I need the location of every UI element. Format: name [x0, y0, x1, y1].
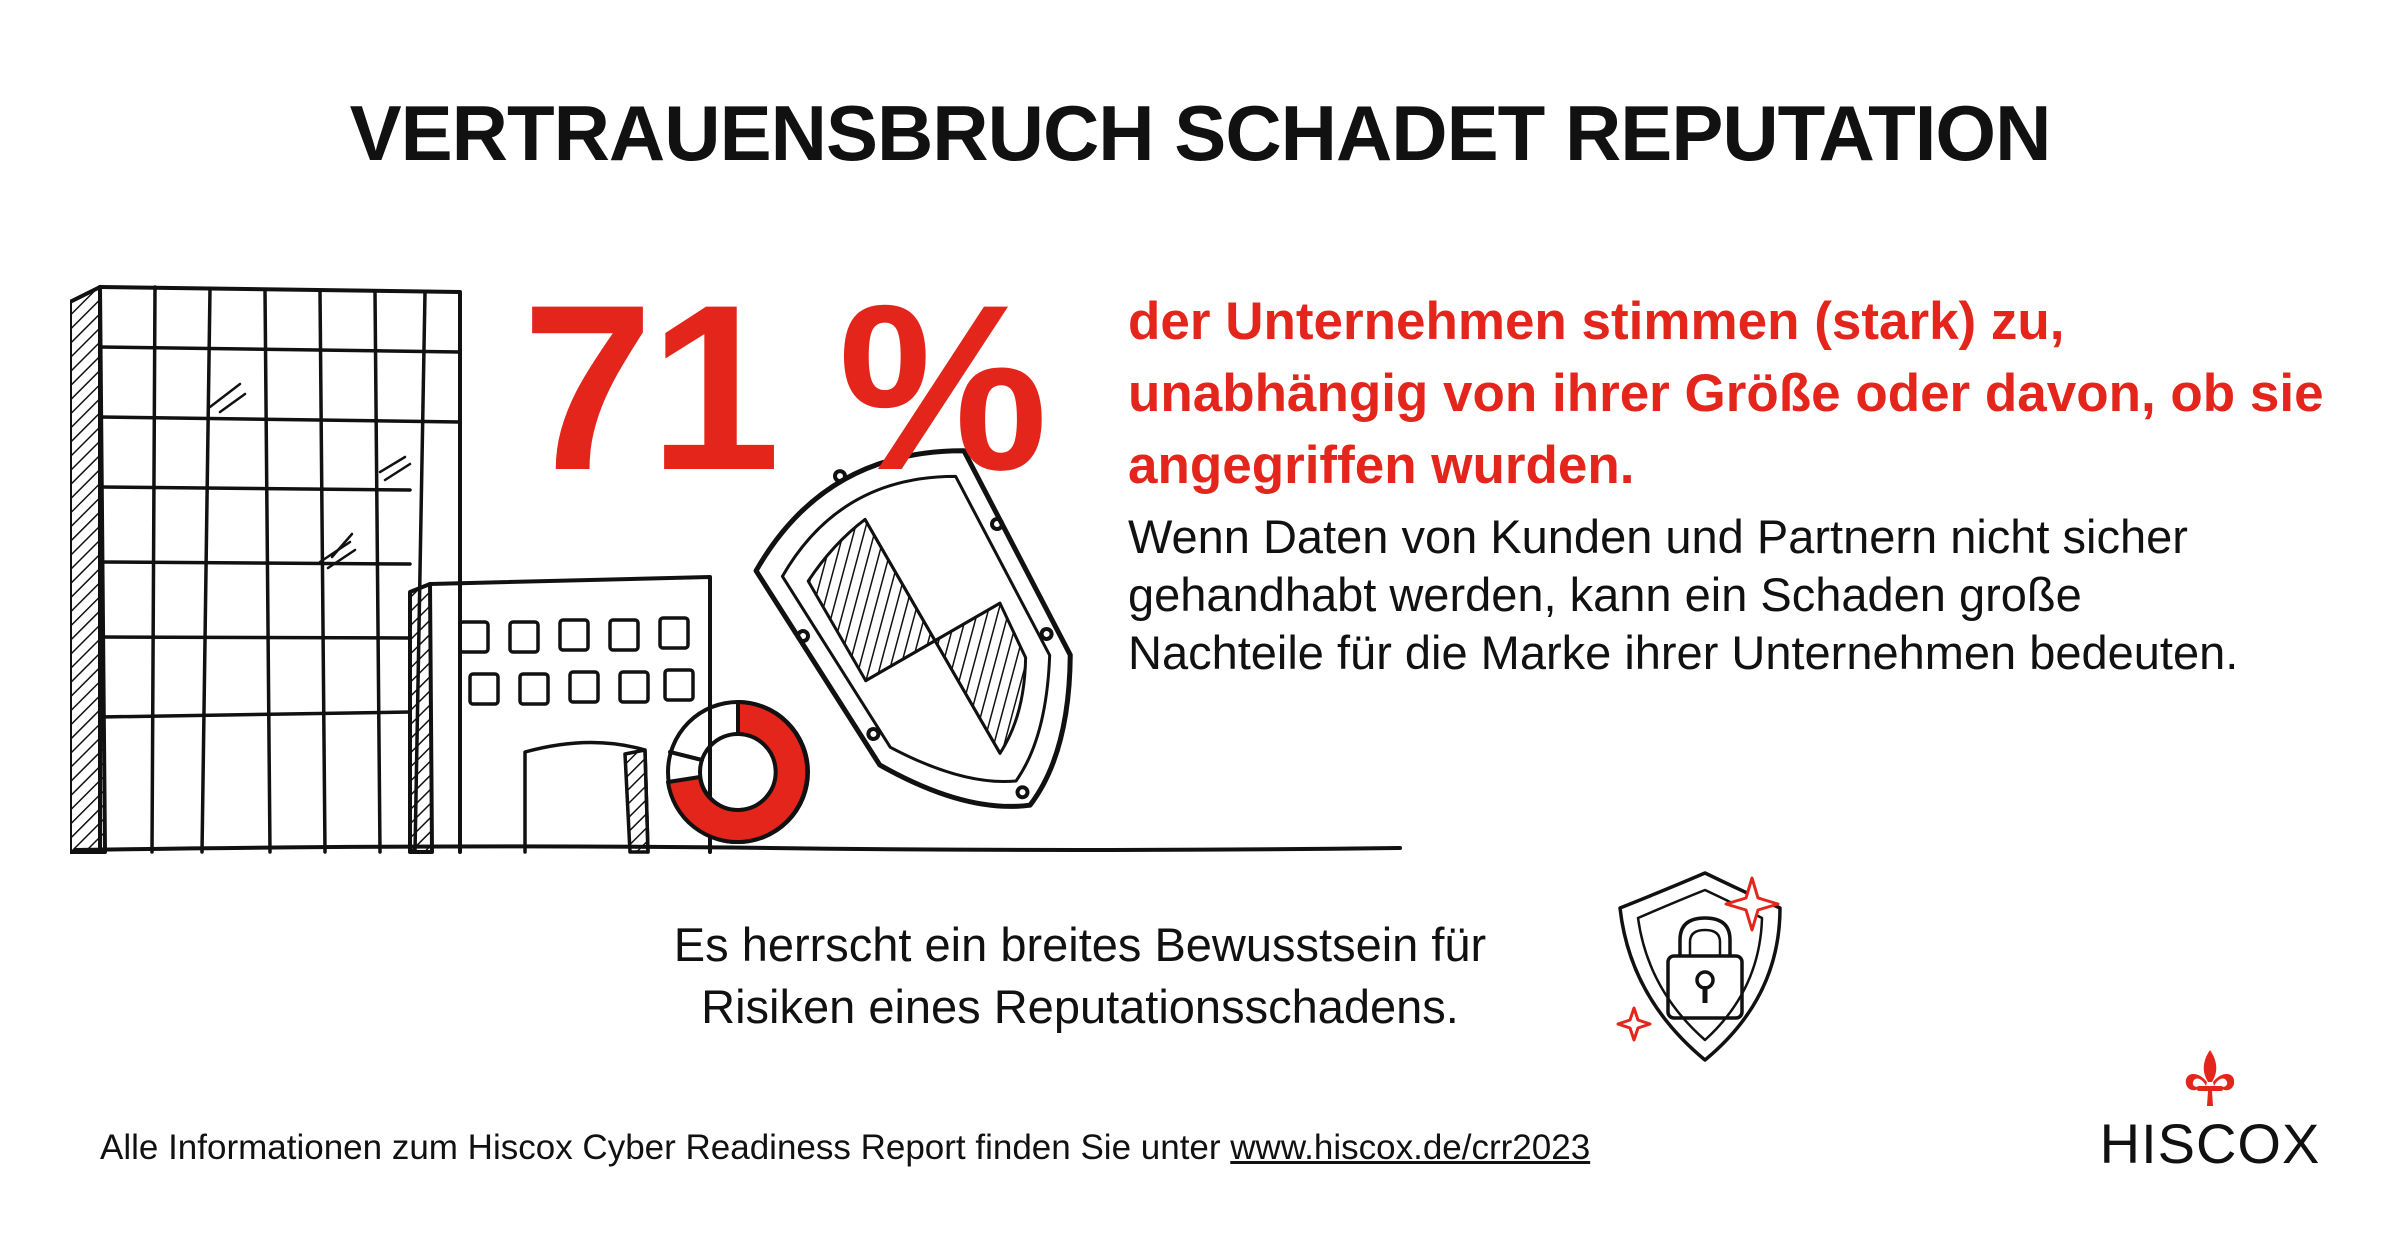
buildings-illustration	[70, 285, 1402, 854]
awareness-text: Es herrscht ein breites Bewusstsein für …	[560, 914, 1600, 1038]
hiscox-logo[interactable]: HISCOX	[2080, 1048, 2340, 1176]
awareness-line-1: Es herrscht ein breites Bewusstsein für	[673, 918, 1487, 971]
fleur-de-lis-icon	[2185, 1050, 2235, 1106]
sparkle-icon	[1616, 876, 1780, 1042]
report-link[interactable]: www.hiscox.de/crr2023	[1230, 1128, 1591, 1167]
logo-text: HISCOX	[2099, 1112, 2321, 1175]
footer-text: Alle Informationen zum Hiscox Cyber Read…	[100, 1128, 1231, 1167]
awareness-line-2: Risiken eines Reputationsschadens.	[701, 980, 1459, 1033]
donut-chart-icon	[666, 700, 810, 844]
page-title: VERTRAUENSBRUCH SCHADET REPUTATION	[349, 89, 2052, 177]
footer-note: Alle Informationen zum Hiscox Cyber Read…	[100, 1128, 1590, 1168]
lock-shield-icon	[1616, 871, 1782, 1062]
stat-body: Wenn Daten von Kunden und Partnern nicht…	[1128, 510, 2239, 679]
stat-lead: der Unternehmen stimmen (stark) zu, unab…	[1128, 292, 2324, 495]
stat-value: 71 %	[522, 256, 1048, 520]
shield-icon	[753, 448, 1073, 809]
